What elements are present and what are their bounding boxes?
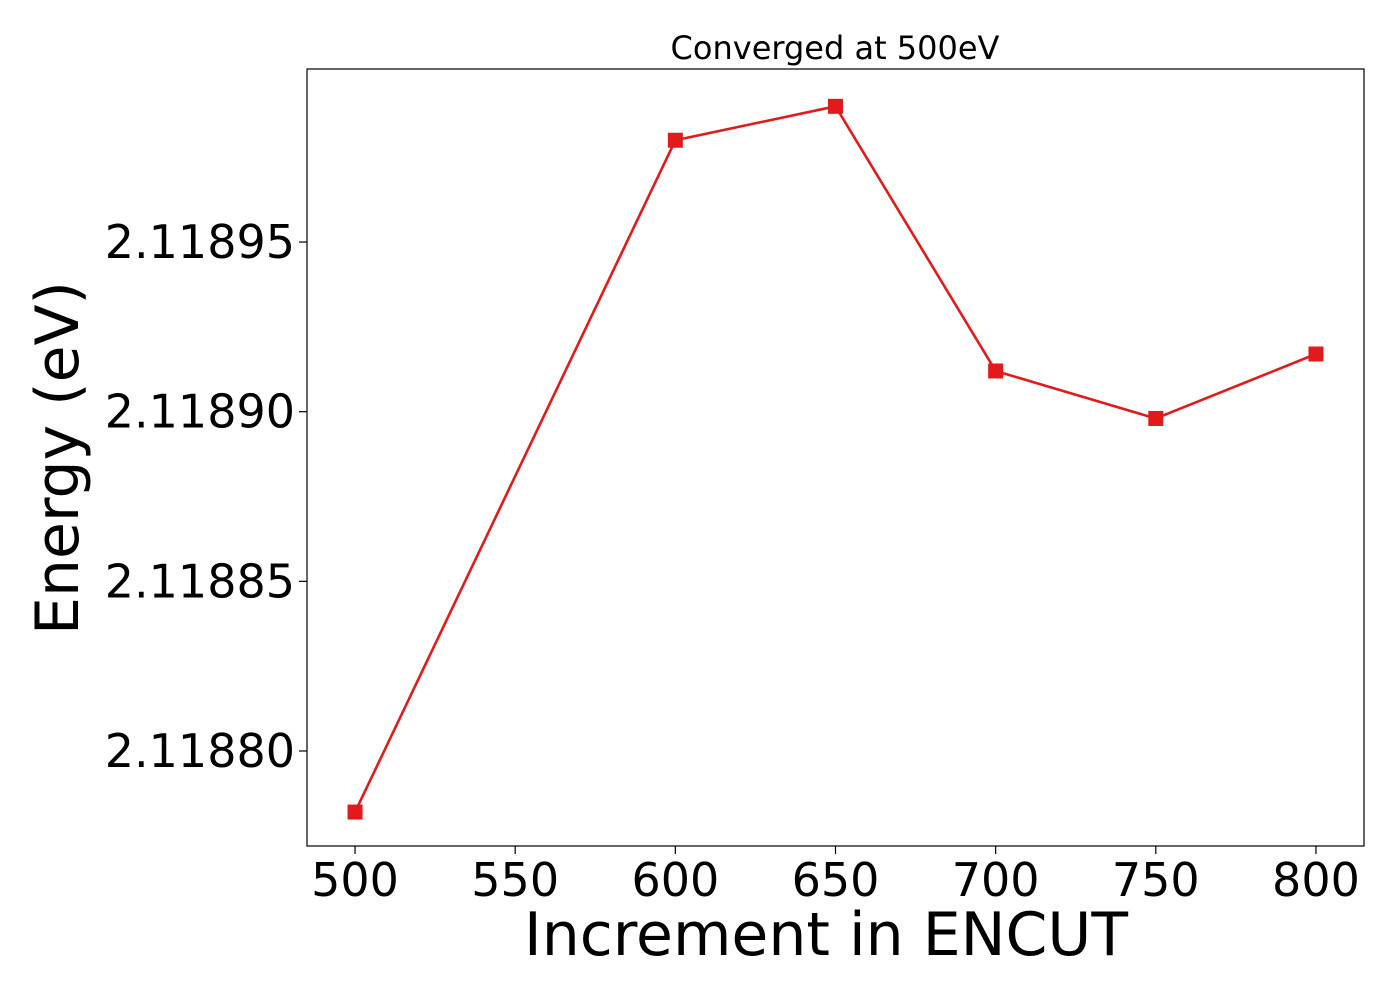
y-tick-label: 2.11895 (105, 215, 295, 269)
y-tick-label: 2.11885 (105, 554, 295, 608)
y-tick-label: 2.11880 (105, 724, 295, 778)
x-axis-label: Increment in ENCUT (524, 900, 1128, 970)
data-point-marker (1148, 410, 1164, 426)
data-point-marker (667, 132, 683, 148)
series-layer (347, 98, 1324, 820)
x-tick-label: 650 (792, 853, 880, 907)
y-axis-ticks: 2.11880 2.11885 2.11890 2.11895 (105, 215, 307, 778)
y-tick-label: 2.11890 (105, 385, 295, 439)
x-tick-label: 800 (1272, 853, 1360, 907)
chart-title: Converged at 500eV (671, 29, 1000, 67)
x-tick-label: 700 (952, 853, 1040, 907)
data-point-marker (347, 804, 363, 820)
y-axis-label: Energy (eV) (23, 281, 93, 635)
data-point-marker (988, 363, 1004, 379)
data-point-marker (828, 98, 843, 114)
plot-frame (306, 68, 1365, 847)
x-axis-ticks: 500 550 600 650 700 750 800 (311, 846, 1360, 907)
x-tick-label: 750 (1112, 853, 1200, 907)
x-tick-label: 600 (631, 853, 719, 907)
x-tick-label: 550 (471, 853, 559, 907)
x-tick-label: 500 (311, 853, 399, 907)
data-point-marker (1308, 346, 1324, 362)
series-line (353, 105, 1317, 813)
